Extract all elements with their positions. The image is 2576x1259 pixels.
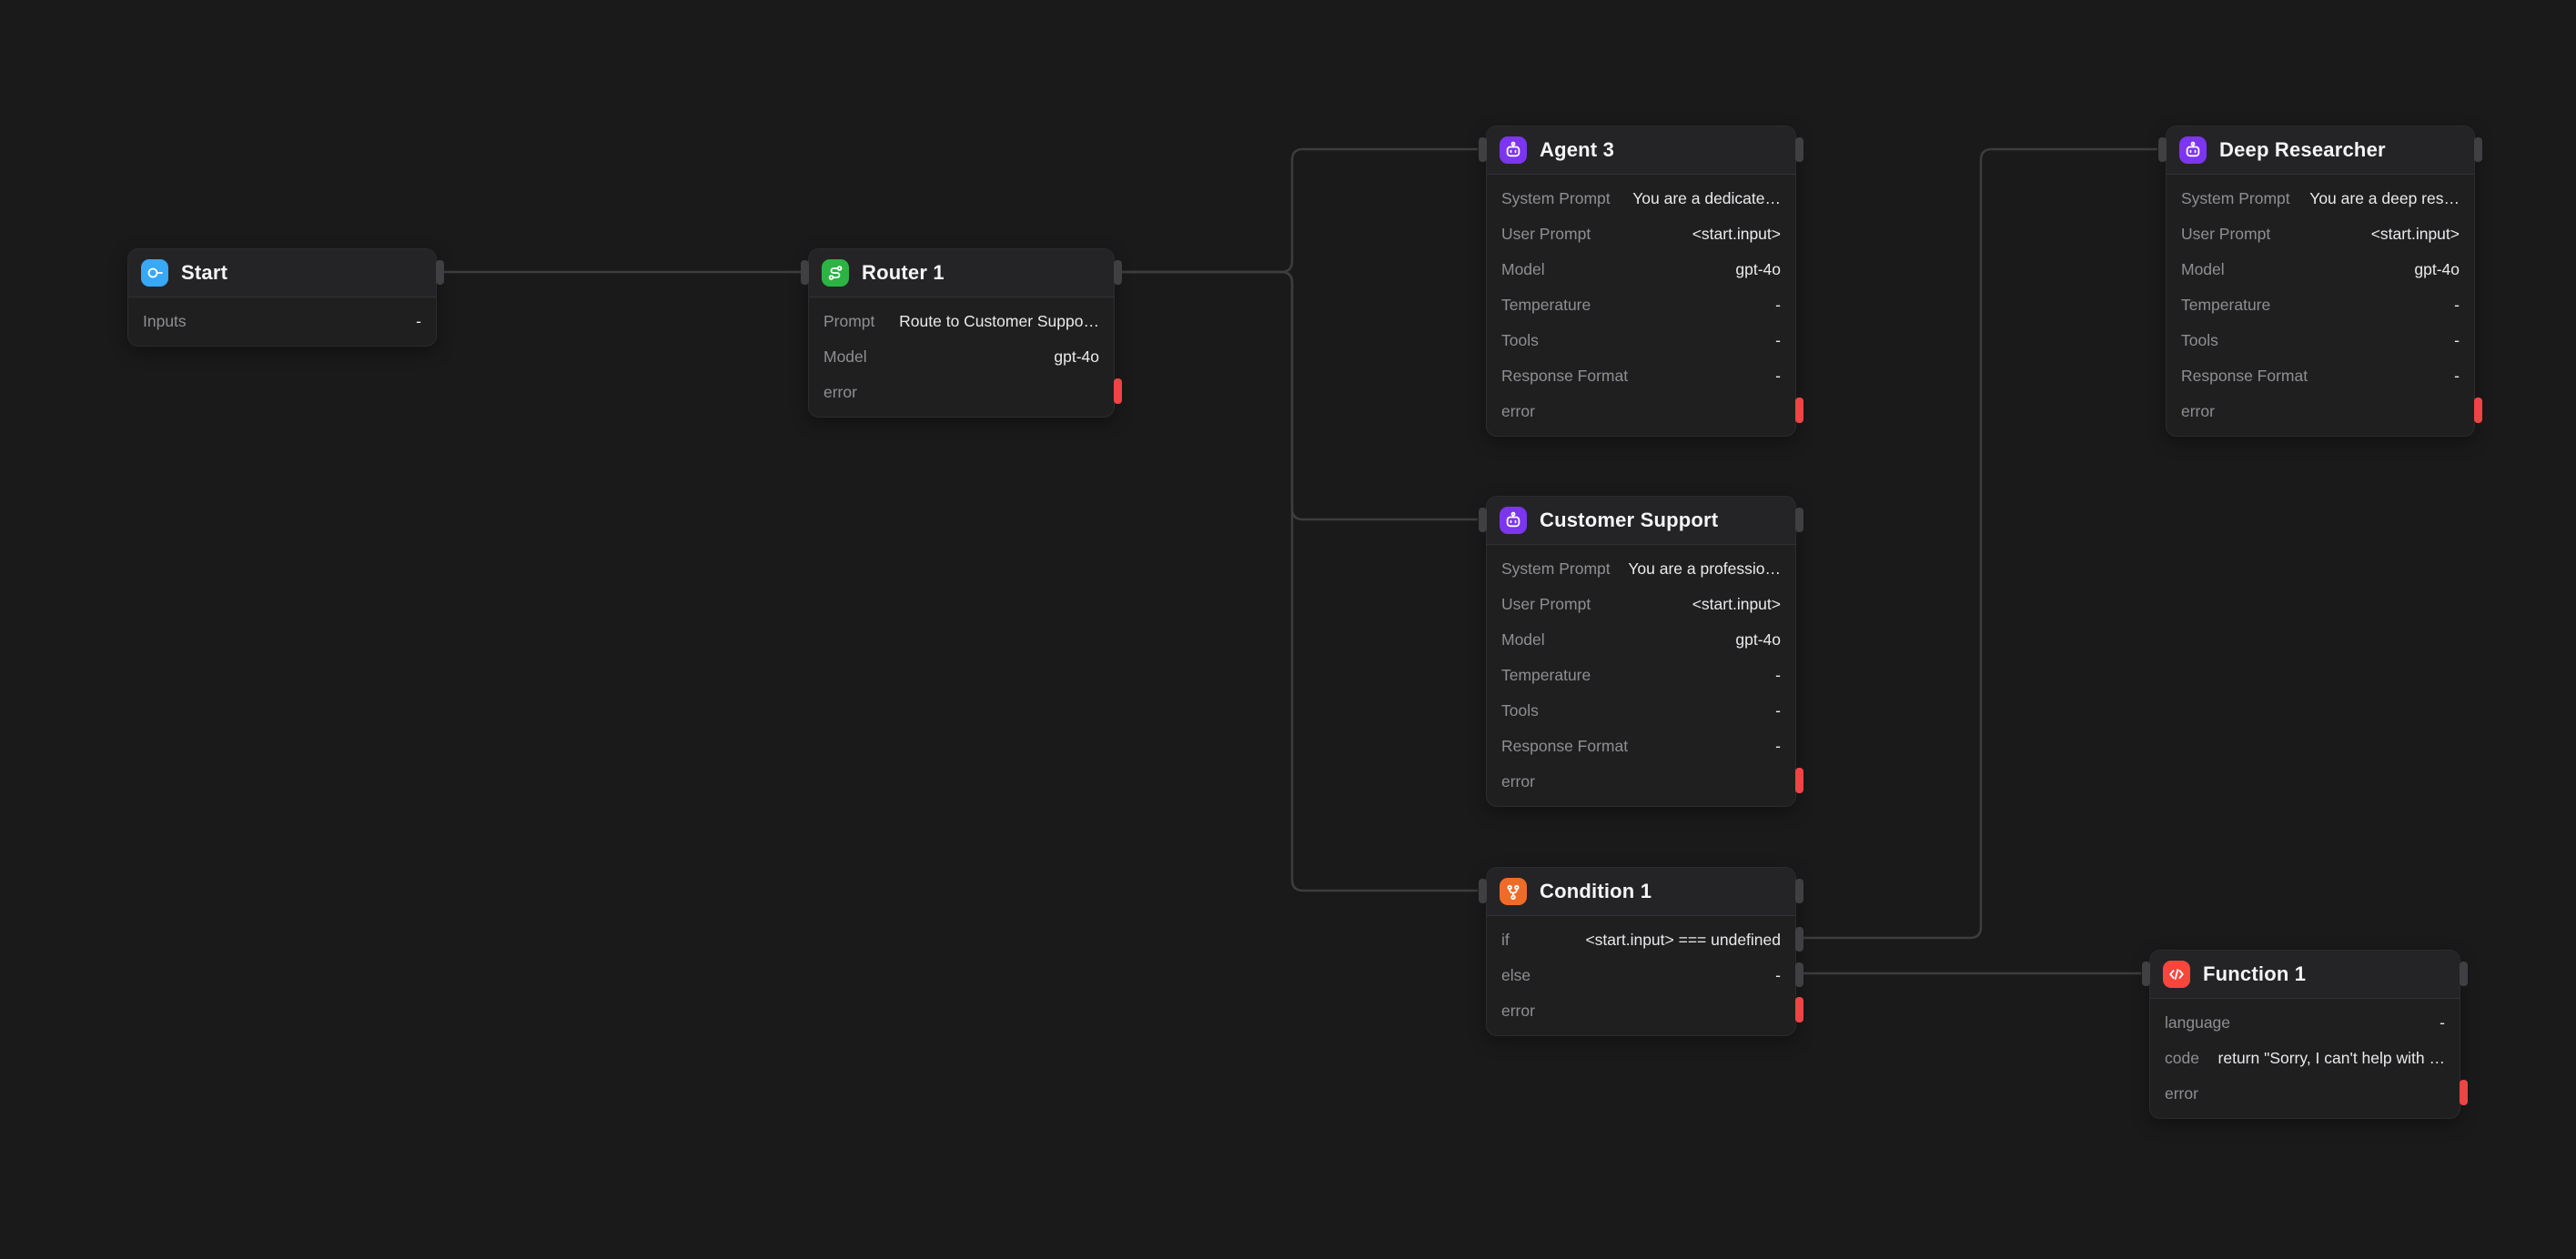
- field-row-error[interactable]: error: [2181, 402, 2215, 420]
- start-icon: [141, 259, 168, 287]
- output-handle[interactable]: [1795, 879, 1803, 903]
- node-customer-support[interactable]: Customer Support System Prompt You are a…: [1479, 496, 1803, 807]
- field-row-code[interactable]: code return "Sorry, I can't help with …: [2165, 1049, 2445, 1067]
- field-row-error[interactable]: error: [1501, 772, 1535, 791]
- node-condition-1-header[interactable]: Condition 1: [1487, 868, 1795, 916]
- field-row-tools[interactable]: Tools -: [1501, 331, 1781, 349]
- node-deep-researcher[interactable]: Deep Researcher System Prompt You are a …: [2158, 126, 2482, 437]
- node-router-1-header[interactable]: Router 1: [809, 249, 1114, 297]
- output-handle[interactable]: [1114, 260, 1122, 285]
- field-row-tools[interactable]: Tools -: [2181, 331, 2460, 349]
- node-title: Start: [181, 261, 228, 284]
- error-handle[interactable]: [1795, 768, 1803, 793]
- field-row-temperature[interactable]: Temperature -: [1501, 296, 1781, 314]
- node-title: Router 1: [862, 261, 945, 284]
- function-icon: [2163, 961, 2190, 988]
- field-row-prompt[interactable]: Prompt Route to Customer Suppo…: [823, 312, 1099, 330]
- field-row-system-prompt[interactable]: System Prompt You are a professio…: [1501, 559, 1781, 578]
- input-handle[interactable]: [1479, 879, 1487, 903]
- node-title: Deep Researcher: [2219, 138, 2386, 161]
- output-handle[interactable]: [1795, 137, 1803, 162]
- error-handle[interactable]: [2474, 398, 2482, 423]
- node-function-1-header[interactable]: Function 1: [2150, 951, 2460, 999]
- field-row-tools[interactable]: Tools -: [1501, 701, 1781, 720]
- node-router-1[interactable]: Router 1 Prompt Route to Customer Suppo……: [801, 248, 1122, 418]
- else-output-handle[interactable]: [1795, 962, 1803, 987]
- node-customer-support-header[interactable]: Customer Support: [1487, 497, 1795, 545]
- error-handle[interactable]: [1795, 997, 1803, 1022]
- field-row-user-prompt[interactable]: User Prompt <start.input>: [1501, 225, 1781, 243]
- field-row-else[interactable]: else -: [1501, 966, 1781, 984]
- edge-router1-agent3[interactable]: [1121, 147, 1478, 274]
- node-deep-researcher-header[interactable]: Deep Researcher: [2167, 126, 2474, 175]
- field-row-error[interactable]: error: [823, 383, 857, 401]
- node-agent-3[interactable]: Agent 3 System Prompt You are a dedicate…: [1479, 126, 1803, 437]
- field-row-error[interactable]: error: [1501, 402, 1535, 420]
- field-row-model[interactable]: Model gpt-4o: [823, 347, 1099, 366]
- field-row-user-prompt[interactable]: User Prompt <start.input>: [2181, 225, 2460, 243]
- field-row-model[interactable]: Model gpt-4o: [2181, 260, 2460, 278]
- input-handle[interactable]: [801, 260, 809, 285]
- field-row-if[interactable]: if <start.input> === undefined: [1501, 931, 1781, 949]
- field-row-temperature[interactable]: Temperature -: [1501, 666, 1781, 684]
- field-row-model[interactable]: Model gpt-4o: [1501, 630, 1781, 649]
- node-title: Customer Support: [1540, 509, 1719, 531]
- field-row-temperature[interactable]: Temperature -: [2181, 296, 2460, 314]
- input-handle[interactable]: [2142, 962, 2150, 986]
- agent-icon: [1500, 507, 1527, 534]
- agent-icon: [1500, 136, 1527, 164]
- field-row-model[interactable]: Model gpt-4o: [1501, 260, 1781, 278]
- error-handle[interactable]: [1795, 398, 1803, 423]
- edge-condition1-if-deep-researcher[interactable]: [1803, 147, 2157, 940]
- input-handle[interactable]: [1479, 137, 1487, 162]
- node-function-1[interactable]: Function 1 language - code return "Sorry…: [2142, 950, 2468, 1119]
- output-handle[interactable]: [436, 260, 444, 285]
- field-row-language[interactable]: language -: [2165, 1013, 2445, 1032]
- node-start[interactable]: Start Inputs -: [127, 248, 444, 347]
- field-row-response-format[interactable]: Response Format -: [2181, 367, 2460, 385]
- edge-router1-customer-support[interactable]: [1121, 270, 1478, 521]
- node-start-header[interactable]: Start: [128, 249, 436, 297]
- condition-icon: [1500, 878, 1527, 905]
- output-handle[interactable]: [1795, 508, 1803, 532]
- error-handle[interactable]: [1114, 378, 1122, 404]
- input-handle[interactable]: [1479, 508, 1487, 532]
- if-output-handle[interactable]: [1795, 927, 1803, 952]
- field-row-response-format[interactable]: Response Format -: [1501, 737, 1781, 755]
- node-title: Condition 1: [1540, 880, 1652, 902]
- field-row-error[interactable]: error: [1501, 1002, 1535, 1020]
- output-handle[interactable]: [2460, 962, 2468, 986]
- node-title: Function 1: [2203, 962, 2307, 985]
- field-row-inputs[interactable]: Inputs -: [143, 312, 421, 330]
- field-row-user-prompt[interactable]: User Prompt <start.input>: [1501, 595, 1781, 613]
- error-handle[interactable]: [2460, 1080, 2468, 1105]
- field-row-system-prompt[interactable]: System Prompt You are a dedicate…: [1501, 189, 1781, 207]
- router-icon: [822, 259, 849, 287]
- node-title: Agent 3: [1540, 138, 1615, 161]
- field-row-response-format[interactable]: Response Format -: [1501, 367, 1781, 385]
- input-handle[interactable]: [2158, 137, 2167, 162]
- edge-router1-condition1[interactable]: [1121, 270, 1478, 892]
- field-row-system-prompt[interactable]: System Prompt You are a deep res…: [2181, 189, 2460, 207]
- agent-icon: [2179, 136, 2207, 164]
- node-condition-1[interactable]: Condition 1 if <start.input> === undefin…: [1479, 867, 1803, 1036]
- field-row-error[interactable]: error: [2165, 1084, 2198, 1103]
- node-agent-3-header[interactable]: Agent 3: [1487, 126, 1795, 175]
- output-handle[interactable]: [2474, 137, 2482, 162]
